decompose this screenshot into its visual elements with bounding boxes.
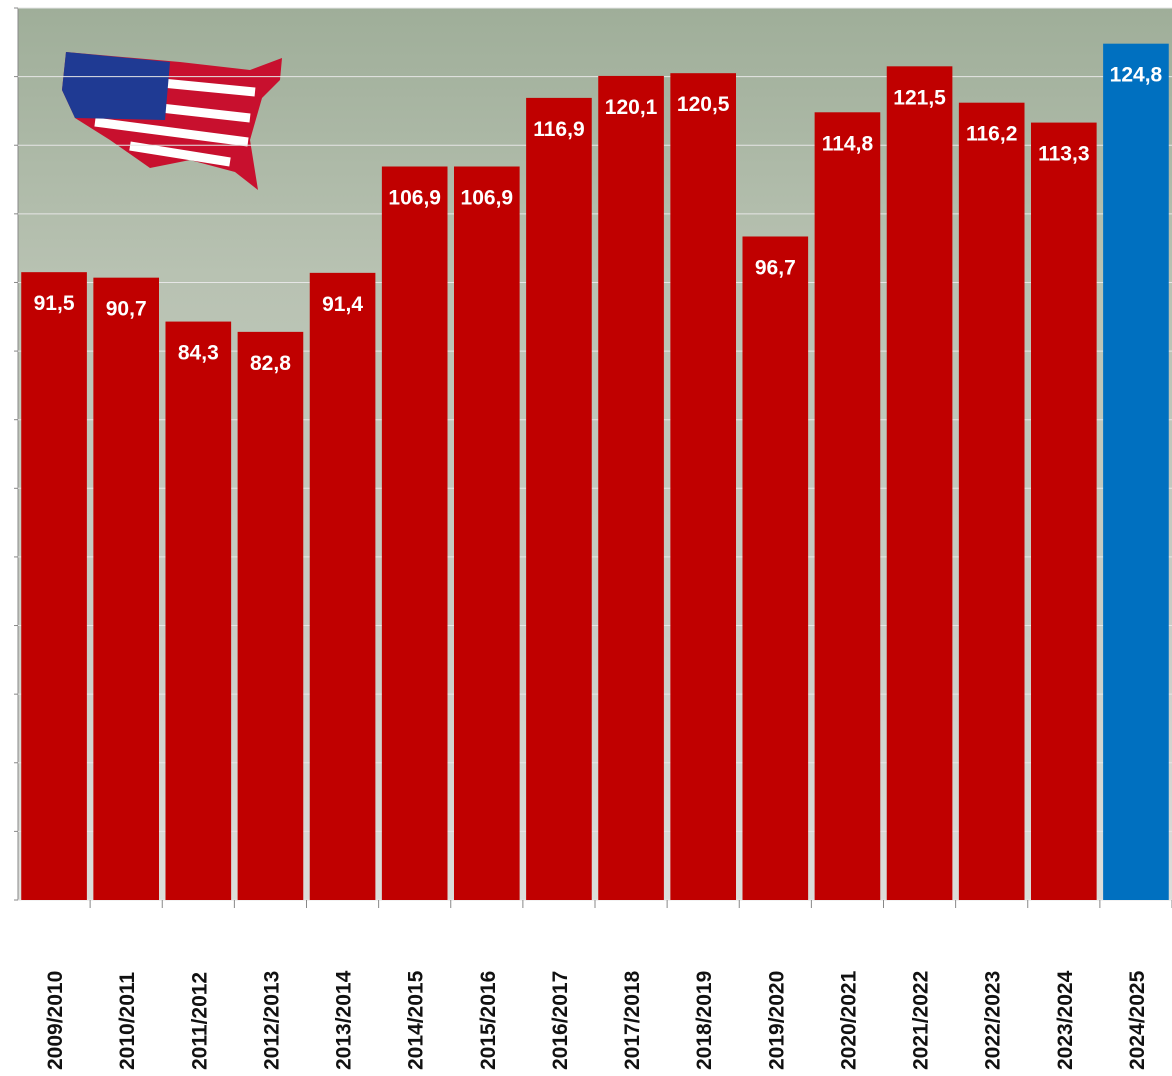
data-label: 120,1 (605, 96, 658, 119)
bar (526, 97, 592, 900)
x-tick-label: 2020/2021 (837, 970, 860, 1070)
flag-map-icon (62, 52, 282, 190)
data-label: 113,3 (1038, 143, 1089, 166)
x-tick-label: 2018/2019 (693, 971, 716, 1070)
x-tick-label: 2024/2025 (1126, 970, 1149, 1070)
x-tick-label: 2013/2014 (333, 970, 356, 1070)
bar (886, 66, 953, 901)
x-tick-label: 2021/2022 (910, 971, 933, 1070)
bar (1030, 122, 1097, 900)
data-label: 120,5 (677, 93, 730, 116)
x-tick-label: 2017/2018 (621, 970, 644, 1070)
data-label: 90,7 (106, 298, 147, 321)
x-tick-label: 2015/2016 (477, 971, 500, 1070)
bar (598, 75, 664, 901)
bar (165, 321, 232, 901)
bar (814, 112, 881, 900)
data-label: 106,9 (388, 187, 441, 210)
bar (670, 73, 737, 900)
data-label: 121,5 (893, 86, 946, 109)
bar (237, 331, 304, 900)
x-tick-label: 2022/2023 (982, 971, 1005, 1070)
x-tick-label: 2012/2013 (260, 971, 283, 1070)
bar (381, 166, 448, 901)
bar (453, 166, 520, 901)
data-label: 106,9 (461, 187, 514, 210)
data-label: 116,2 (966, 123, 1017, 146)
bar (742, 236, 809, 900)
data-label: 116,9 (533, 118, 584, 141)
data-label: 96,7 (755, 256, 796, 279)
bar (93, 277, 160, 900)
x-tick-label: 2019/2020 (765, 971, 788, 1070)
data-label: 84,3 (178, 342, 219, 365)
x-tick-label: 2010/2011 (116, 972, 139, 1070)
x-tick-label: 2023/2024 (1054, 970, 1077, 1070)
data-label: 124,8 (1110, 64, 1163, 87)
bar (309, 272, 376, 901)
bar (21, 272, 87, 901)
data-label: 91,5 (34, 292, 75, 315)
x-tick-label: 2009/2010 (44, 971, 67, 1070)
x-tick-label: 2011/2012 (188, 972, 211, 1070)
x-tick-label: 2014/2015 (405, 970, 428, 1070)
data-label: 91,4 (322, 293, 363, 316)
data-label: 82,8 (250, 352, 291, 375)
x-tick-label: 2016/2017 (549, 971, 572, 1070)
data-label: 114,8 (822, 132, 874, 155)
bar (1103, 43, 1169, 901)
bar (958, 102, 1025, 901)
